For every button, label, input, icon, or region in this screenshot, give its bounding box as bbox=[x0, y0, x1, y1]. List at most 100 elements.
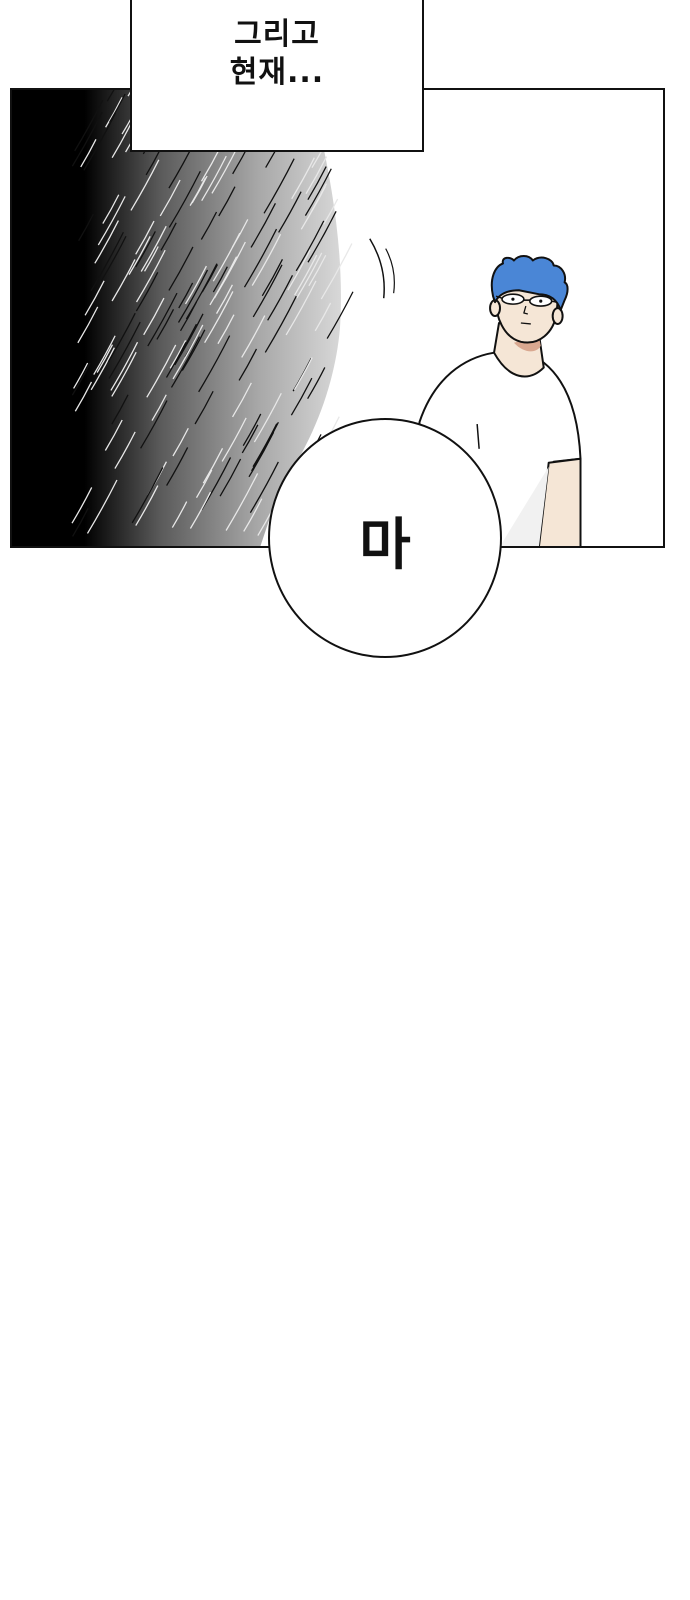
fur-stroke bbox=[135, 249, 166, 303]
fur-stroke bbox=[241, 315, 266, 358]
character bbox=[418, 255, 582, 546]
fur-stroke bbox=[307, 367, 326, 399]
fur-stroke bbox=[160, 222, 177, 251]
fur-stroke bbox=[90, 347, 115, 391]
fur-stroke bbox=[264, 295, 297, 353]
fur-stroke bbox=[172, 324, 204, 380]
fur-stroke bbox=[212, 266, 228, 293]
fur-stroke bbox=[156, 309, 175, 340]
fur-stroke bbox=[252, 264, 283, 318]
fur-stroke bbox=[178, 282, 194, 309]
fur-stroke bbox=[111, 394, 129, 425]
fur-stroke bbox=[219, 458, 242, 497]
fur-mass bbox=[12, 90, 341, 546]
speech-bubble: 마 bbox=[268, 418, 502, 658]
fur-stroke bbox=[261, 259, 284, 297]
fur-stroke bbox=[71, 111, 103, 167]
fur-stroke bbox=[201, 155, 227, 202]
fur-stroke bbox=[285, 280, 317, 336]
fur-stroke bbox=[107, 312, 136, 362]
fur-stroke bbox=[146, 344, 177, 398]
fur-stroke bbox=[308, 254, 327, 287]
fur-stroke bbox=[72, 508, 89, 537]
fur-stroke bbox=[135, 485, 159, 526]
fur-stroke bbox=[135, 220, 155, 255]
fur-stroke bbox=[74, 381, 93, 412]
narration-box: 그리고 현재... bbox=[130, 0, 424, 152]
fur-stroke bbox=[111, 351, 137, 397]
fur-stroke bbox=[290, 377, 313, 416]
fur-stroke bbox=[200, 211, 218, 240]
speech-bubble-text: 마 bbox=[359, 512, 411, 578]
fur-stroke bbox=[172, 427, 189, 457]
fur-stroke bbox=[108, 321, 141, 379]
fur-stroke bbox=[111, 259, 136, 302]
fur-stroke bbox=[293, 357, 313, 391]
narration-line-2: 현재... bbox=[229, 55, 325, 90]
fur-stroke bbox=[84, 280, 105, 316]
fur-stroke bbox=[171, 501, 188, 528]
fur-stroke bbox=[287, 249, 311, 291]
fur-stroke bbox=[241, 424, 259, 454]
fur-stroke bbox=[140, 225, 167, 272]
motion-line bbox=[369, 238, 385, 299]
fur-stroke bbox=[71, 362, 91, 396]
fur-stroke bbox=[109, 93, 126, 123]
panel-artwork bbox=[12, 90, 582, 546]
fur-stroke bbox=[111, 123, 132, 159]
fur-stroke bbox=[191, 175, 208, 204]
fur-stroke bbox=[127, 90, 133, 97]
fur-stroke bbox=[77, 306, 99, 344]
fur-stroke bbox=[86, 479, 118, 534]
fur-stroke bbox=[78, 213, 95, 242]
narration-line-1: 그리고 bbox=[234, 17, 320, 52]
fur-stroke bbox=[143, 297, 165, 336]
fur-stroke bbox=[195, 469, 213, 499]
fur-stroke bbox=[110, 341, 139, 391]
fur-stroke bbox=[102, 194, 120, 224]
fur-stroke bbox=[71, 487, 93, 524]
fur-stroke bbox=[323, 198, 339, 225]
fur-stroke bbox=[314, 302, 332, 332]
fur-stroke bbox=[135, 272, 159, 312]
fur-stroke bbox=[185, 263, 218, 320]
fur-stroke bbox=[93, 335, 116, 375]
fur-stroke bbox=[94, 220, 120, 264]
fur-stroke bbox=[300, 183, 327, 230]
fur-stroke bbox=[209, 256, 238, 306]
fur-stroke bbox=[231, 382, 252, 418]
fur-stroke bbox=[100, 235, 127, 282]
fur-stroke bbox=[80, 139, 97, 168]
fur-stroke bbox=[242, 413, 262, 447]
fur-stroke bbox=[251, 233, 282, 286]
fur-stroke bbox=[221, 417, 247, 462]
fur-stroke bbox=[170, 336, 201, 388]
fur-stroke bbox=[253, 392, 282, 443]
fur-stroke bbox=[267, 275, 294, 321]
fur-stroke bbox=[238, 348, 258, 381]
fur-stroke bbox=[243, 228, 278, 288]
fur-stroke bbox=[168, 170, 201, 228]
fur-stroke bbox=[218, 186, 236, 217]
fur-stroke bbox=[114, 431, 136, 469]
fur-stroke bbox=[106, 90, 115, 102]
fur-stroke bbox=[169, 340, 187, 369]
fur-stroke bbox=[249, 461, 279, 513]
fur-stroke bbox=[168, 246, 194, 291]
fur-stroke bbox=[252, 423, 278, 468]
fur-stroke bbox=[184, 265, 207, 305]
fur-stroke bbox=[251, 421, 279, 472]
fur-stroke bbox=[177, 269, 209, 323]
fur-stroke bbox=[194, 390, 214, 425]
fur-stroke bbox=[296, 252, 323, 299]
fur-stroke bbox=[73, 362, 89, 389]
fur-stroke bbox=[204, 291, 234, 344]
fur-stroke bbox=[326, 291, 354, 339]
fur-stroke bbox=[105, 97, 123, 128]
fur-stroke bbox=[83, 112, 117, 171]
fur-stroke bbox=[143, 246, 159, 272]
fur-stroke bbox=[90, 231, 124, 292]
fur-stroke bbox=[307, 211, 337, 263]
fur-stroke bbox=[305, 156, 328, 195]
